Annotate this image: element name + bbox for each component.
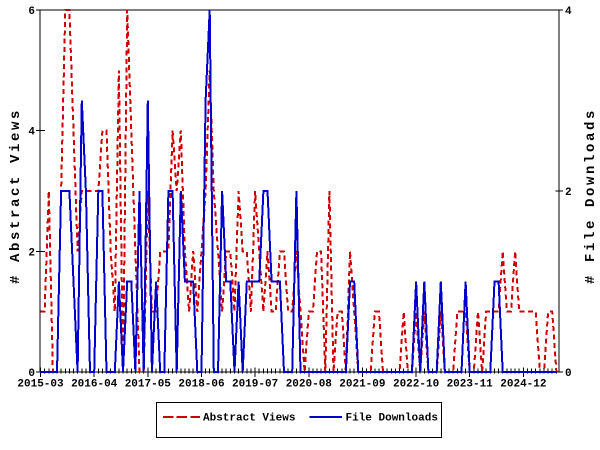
svg-text:4: 4 [565, 6, 572, 18]
svg-text:2019-07: 2019-07 [232, 379, 278, 391]
svg-text:2017-05: 2017-05 [125, 379, 172, 391]
svg-text:2022-10: 2022-10 [393, 379, 439, 391]
svg-text:File Downloads: File Downloads [346, 413, 438, 425]
svg-text:0: 0 [565, 368, 572, 380]
svg-text:6: 6 [28, 6, 35, 18]
svg-text:2021-09: 2021-09 [339, 379, 385, 391]
svg-text:2023-11: 2023-11 [447, 379, 494, 391]
svg-text:2020-08: 2020-08 [286, 379, 333, 391]
svg-text:2015-03: 2015-03 [17, 379, 64, 391]
svg-text:2016-04: 2016-04 [71, 379, 118, 391]
svg-text:2: 2 [565, 187, 572, 199]
svg-text:# Abstract Views: # Abstract Views [8, 108, 24, 284]
svg-text:2: 2 [28, 247, 35, 259]
svg-text:Abstract Views: Abstract Views [203, 413, 295, 425]
svg-text:0: 0 [28, 368, 35, 380]
svg-text:2024-12: 2024-12 [500, 379, 546, 391]
svg-text:# File Downloads: # File Downloads [583, 108, 599, 284]
svg-text:4: 4 [28, 127, 35, 139]
svg-text:2018-06: 2018-06 [178, 379, 224, 391]
